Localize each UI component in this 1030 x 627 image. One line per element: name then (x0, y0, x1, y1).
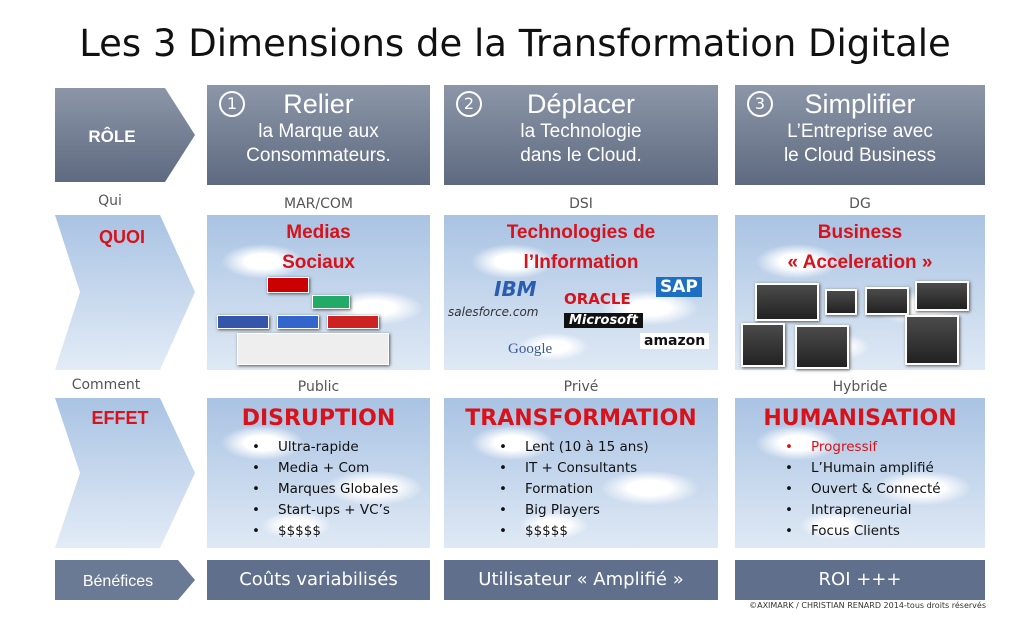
row-label: EFFET (92, 408, 149, 428)
logo-image (327, 315, 379, 329)
row-label: QUOI (99, 227, 145, 247)
bullet: Ultra-rapide (252, 437, 430, 458)
logo-image (312, 295, 350, 309)
qui-label: MAR/COM (284, 196, 353, 212)
logo: IBM (494, 277, 537, 301)
column-title: Simplifier (804, 89, 916, 119)
logo-image (267, 277, 309, 293)
photo (825, 289, 857, 315)
column-subtitle: la Technologie (520, 121, 642, 142)
comment-label: Public (297, 379, 340, 395)
step-number: 3 (747, 91, 773, 117)
bullet: $$$$$ (252, 521, 430, 542)
benefice-text: Utilisateur « Amplifié » (478, 569, 684, 590)
bullet: L’Humain amplifié (785, 458, 985, 479)
effet-title: DISRUPTION (241, 406, 396, 431)
effet-box: HUMANISATION ProgressifL’Humain amplifiéO… (735, 398, 985, 548)
header-box: 3 Simplifier L’Entreprise avec le Cloud Bus… (735, 85, 985, 185)
role-arrow (55, 88, 195, 182)
step-number: 2 (456, 91, 482, 117)
quoi-arrow (55, 215, 195, 370)
quoi-title: Business (817, 222, 903, 243)
logo: salesforce.com (448, 305, 539, 319)
step-number: 1 (219, 91, 245, 117)
logo: Microsoft (564, 313, 643, 328)
effet-title: TRANSFORMATION (465, 406, 697, 431)
logo: amazon (640, 333, 710, 349)
header-box: 2 Déplacer la Technologie dans le Cloud. (444, 85, 718, 185)
bullet: $$$$$ (499, 521, 718, 542)
row-label: Bénéfices (83, 573, 153, 590)
photo (915, 281, 969, 311)
bullet: Formation (499, 479, 718, 500)
effet-box: TRANSFORMATION Lent (10 à 15 ans)IT + Con… (444, 398, 718, 548)
logo: ORACLE (564, 290, 631, 308)
column-subtitle: la Marque aux (258, 121, 379, 142)
row-label: Qui (98, 193, 122, 209)
benefice-box: Coûts variabilisés (207, 560, 430, 600)
effet-arrow (55, 398, 195, 548)
bullet: Start-ups + VC’s (252, 500, 430, 521)
photo (755, 283, 819, 321)
bullet: Media + Com (252, 458, 430, 479)
quoi-title: Technologies de (506, 222, 656, 243)
column-subtitle: le Cloud Business (783, 145, 937, 166)
copyright: ©AXIMARK / CHRISTIAN RENARD 2014-tous dr… (749, 601, 986, 610)
effet-title: HUMANISATION (763, 406, 957, 431)
photo (795, 325, 849, 369)
bullet: Marques Globales (252, 479, 430, 500)
bullet-list: Ultra-rapideMedia + ComMarques GlobalesS… (252, 437, 430, 542)
effet-box: DISRUPTION Ultra-rapideMedia + ComMarques… (207, 398, 430, 548)
quoi-title: « Acceleration » (787, 252, 933, 273)
logo-image (277, 315, 319, 329)
comment-label: Privé (563, 379, 599, 395)
row-label: RÔLE (88, 127, 135, 146)
logo-image (237, 333, 389, 365)
bullet: IT + Consultants (499, 458, 718, 479)
quoi-title: Sociaux (282, 252, 355, 273)
photo (865, 287, 909, 315)
benefices-arrow (55, 560, 195, 600)
quoi-box: Business « Acceleration » (735, 215, 985, 370)
bullet: Lent (10 à 15 ans) (499, 437, 718, 458)
comment-label: Hybride (832, 379, 888, 395)
qui-label: DSI (569, 196, 593, 212)
column-title: Relier (283, 89, 354, 119)
benefice-box: ROI +++ (735, 560, 985, 600)
column-subtitle: L’Entreprise avec (787, 121, 933, 142)
quoi-title: l’Information (523, 252, 639, 273)
header-box: 1 Relier la Marque aux Consommateurs. (207, 85, 430, 185)
bullet: Progressif (785, 437, 985, 458)
row-arrows: RÔLE Qui QUOI Comment EFFET Bénéfices (55, 88, 195, 600)
qui-label: DG (849, 196, 871, 212)
title: Les 3 Dimensions de la Transformation Di… (79, 22, 951, 65)
column-subtitle: Consommateurs. (246, 145, 391, 166)
quoi-title: Medias (286, 222, 351, 243)
logo: SAP (656, 277, 702, 297)
bullet: Intrapreneurial (785, 500, 985, 521)
bullet-list: Lent (10 à 15 ans)IT + ConsultantsFormat… (499, 437, 718, 542)
row-label: Comment (72, 377, 141, 393)
quoi-box: Technologies de l’Information IBM ORACLE SAP… (444, 215, 718, 370)
column-title: Déplacer (526, 89, 636, 119)
column-subtitle: dans le Cloud. (520, 145, 642, 166)
logo-image (217, 315, 269, 329)
bullet-list: ProgressifL’Humain amplifiéOuvert & Conn… (785, 437, 985, 542)
logo: Google (508, 341, 553, 357)
photo (905, 315, 959, 365)
bullet: Ouvert & Connecté (785, 479, 985, 500)
photo (741, 323, 785, 367)
benefice-box: Utilisateur « Amplifié » (444, 560, 718, 600)
bullet: Big Players (499, 500, 718, 521)
bullet: Focus Clients (785, 521, 985, 542)
benefice-text: ROI +++ (818, 569, 902, 590)
benefice-text: Coûts variabilisés (239, 569, 398, 590)
quoi-box: Medias Sociaux (207, 215, 430, 370)
